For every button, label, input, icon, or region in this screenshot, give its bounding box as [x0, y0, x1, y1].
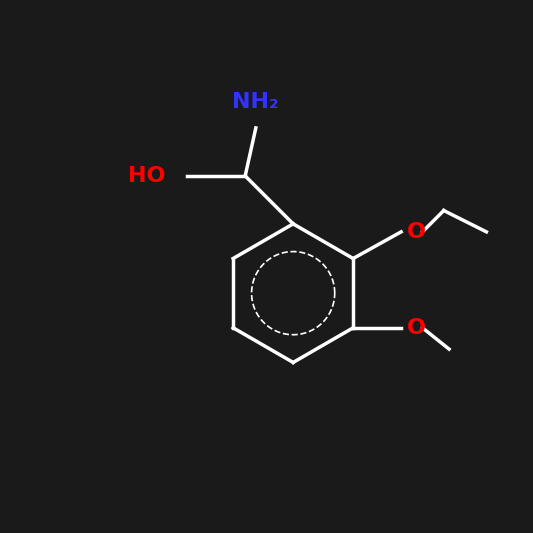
Text: O: O [407, 222, 425, 242]
Text: O: O [407, 318, 425, 338]
Text: NH₂: NH₂ [232, 92, 279, 112]
Text: HO: HO [128, 166, 165, 186]
